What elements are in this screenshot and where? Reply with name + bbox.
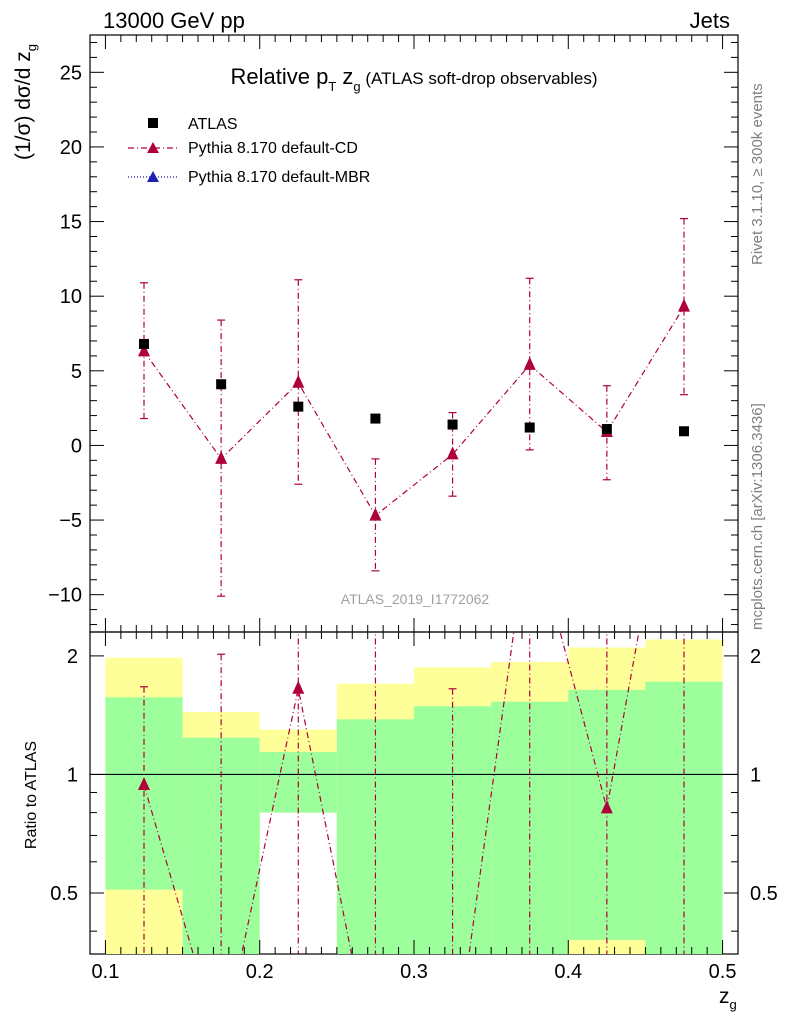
ratio-series-group <box>138 632 685 954</box>
cd-point <box>446 446 459 460</box>
main-y-tick-label: −10 <box>48 585 82 607</box>
ratio-y-tick-label: 0.5 <box>750 883 778 905</box>
main-y-tick-label: 15 <box>60 212 82 234</box>
legend-cd-label: Pythia 8.170 default-CD <box>188 140 358 157</box>
legend-cd-marker <box>147 142 159 153</box>
ratio-y-tick-label: 2 <box>750 646 761 668</box>
cd-point <box>523 356 536 370</box>
main-y-tick-label: 5 <box>71 361 82 383</box>
main-y-tick-label: 10 <box>60 286 82 308</box>
ratio-y-tick-label: 0.5 <box>50 883 78 905</box>
atlas-point <box>293 401 304 412</box>
atlas-point <box>139 338 149 349</box>
jets-label: Jets <box>690 8 730 33</box>
x-tick-label: 0.5 <box>709 961 737 983</box>
main-data-layer <box>138 217 690 597</box>
x-tick-label: 0.3 <box>400 961 428 983</box>
cd-point <box>369 507 382 521</box>
main-y-tick-label: 20 <box>60 137 82 159</box>
cd-point <box>678 298 690 312</box>
atlas-point <box>447 419 458 430</box>
cd-point <box>292 374 305 388</box>
legend: ATLAS Pythia 8.170 default-CD Pythia 8.1… <box>128 116 370 186</box>
ratio-bands <box>105 639 723 954</box>
ratio-y-axis-label: Ratio to ATLAS <box>23 741 40 849</box>
x-axis-label: zg <box>719 985 737 1012</box>
plot-title: Relative pT zg (ATLAS soft-drop observab… <box>231 64 598 94</box>
cd-point <box>138 343 150 357</box>
ratio-y-tick-label: 1 <box>750 764 761 786</box>
ratio-y-tick-label: 1 <box>67 764 78 786</box>
atlas-point <box>370 413 381 424</box>
energy-label: 13000 GeV pp <box>103 8 245 33</box>
cd-point <box>215 450 228 464</box>
ratio-axis-ticks: 0.5 0.5 1 1 2 2 0.1 0.2 0.3 0.4 0.5 <box>50 646 778 983</box>
ratio-data-layer <box>138 632 685 954</box>
analysis-id: ATLAS_2019_I1772062 <box>341 591 490 607</box>
atlas-point <box>524 422 535 433</box>
rivet-version-text: Rivet 3.1.10, ≥ 300k events <box>749 83 766 265</box>
ratio-cd-point <box>138 777 150 791</box>
atlas-point <box>679 426 689 437</box>
x-tick-label: 0.4 <box>554 961 582 983</box>
inner-band-bin <box>645 681 723 954</box>
main-y-tick-label: 0 <box>71 435 82 457</box>
ratio-cd-line <box>143 632 640 954</box>
legend-mbr-marker <box>147 171 159 182</box>
mcplots-text: mcplots.cern.ch [arXiv:1306.3436] <box>749 403 766 630</box>
ratio-y-tick-label: 2 <box>67 646 78 668</box>
x-tick-label: 0.1 <box>92 961 120 983</box>
main-y-axis-label: (1/σ) dσ/d zg <box>12 44 39 160</box>
main-y-tick-label: −5 <box>59 510 82 532</box>
cd-series-line <box>143 306 685 517</box>
ratio-cd-point <box>600 800 613 814</box>
legend-atlas-label: ATLAS <box>188 116 238 133</box>
ratio-cd-point <box>292 680 305 694</box>
x-tick-label: 0.2 <box>246 961 274 983</box>
legend-atlas-marker <box>148 118 158 128</box>
main-y-tick-label: 25 <box>60 62 82 84</box>
atlas-point <box>601 424 612 435</box>
atlas-point <box>216 379 227 390</box>
main-axis-ticks: −10 −5 0 5 10 15 20 25 <box>48 35 739 954</box>
legend-mbr-label: Pythia 8.170 default-MBR <box>188 169 370 186</box>
